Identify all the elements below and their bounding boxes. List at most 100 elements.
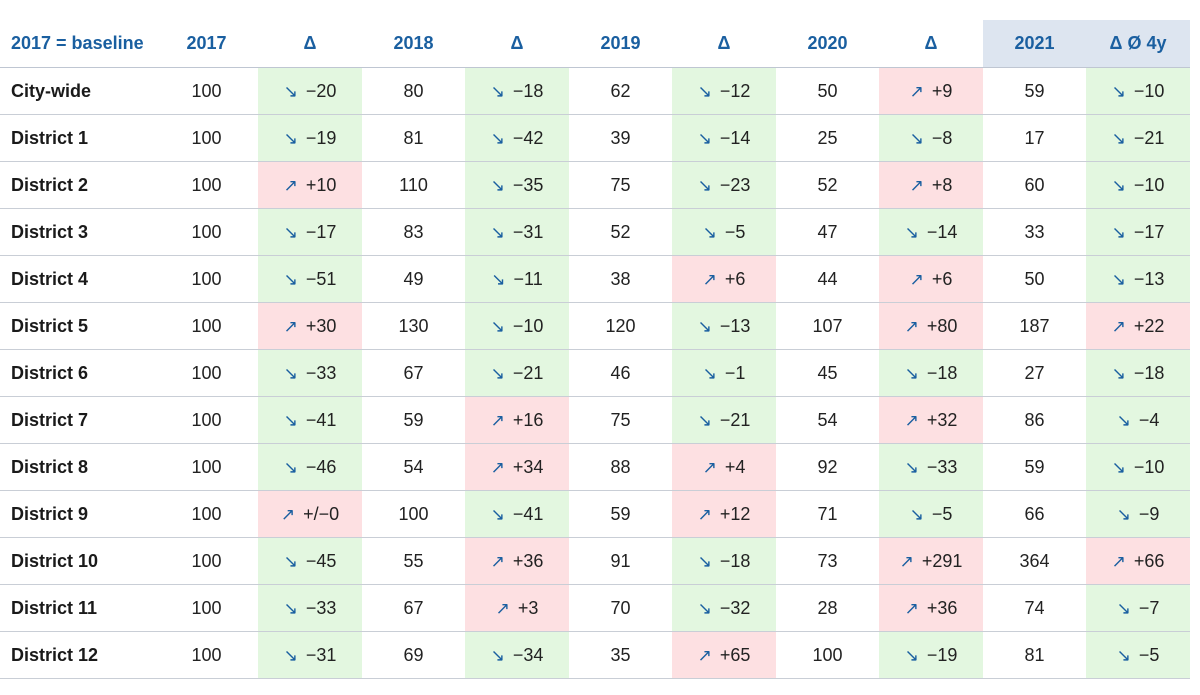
arrow-up-right-icon: ↗	[904, 316, 919, 336]
header-delta-2020: Δ	[672, 20, 776, 68]
arrow-down-right-icon: ↘	[909, 128, 924, 148]
arrow-down-right-icon: ↘	[697, 175, 712, 195]
delta-value: +6	[931, 268, 953, 289]
delta-cell: ↘ −41	[465, 490, 569, 538]
index-value: 33	[983, 208, 1086, 256]
index-value: 47	[776, 208, 879, 256]
index-value: 75	[569, 161, 672, 209]
arrow-down-right-icon: ↘	[283, 457, 298, 477]
header-2018: 2018	[362, 20, 465, 68]
delta-value: −20	[305, 80, 337, 101]
header-delta-2018: Δ	[258, 20, 362, 68]
delta-cell: ↗ +65	[672, 631, 776, 679]
table-body: City-wide 100 ↘ −20 80 ↘ −18 62 ↘ −12 50 ↗ +9 59 ↘ −10 D…	[0, 67, 1190, 679]
delta-cell: ↘ −17	[258, 208, 362, 256]
arrow-down-right-icon: ↘	[697, 128, 712, 148]
delta-value: −17	[1133, 221, 1165, 242]
delta-value: −7	[1138, 597, 1160, 618]
delta-cell: ↘ −5	[672, 208, 776, 256]
delta-cell: ↘ −18	[672, 537, 776, 585]
delta-cell: ↘ −19	[879, 631, 983, 679]
delta-value: +3	[517, 597, 539, 618]
delta-value: −46	[305, 456, 337, 477]
index-value: 70	[569, 584, 672, 632]
arrow-down-right-icon: ↘	[909, 504, 924, 524]
delta-value: −41	[512, 503, 544, 524]
index-value: 107	[776, 302, 879, 350]
index-value: 110	[362, 161, 465, 209]
delta-value: +30	[305, 315, 337, 336]
delta-cell: ↘ −10	[1086, 443, 1190, 491]
delta-cell: ↘ −20	[258, 67, 362, 115]
delta-value: −21	[1133, 127, 1165, 148]
delta-value: +65	[719, 644, 751, 665]
delta-value: −31	[305, 644, 337, 665]
delta-cell: ↘ −11	[465, 255, 569, 303]
delta-value: −19	[926, 644, 958, 665]
delta-value: +/−0	[303, 503, 340, 524]
delta-cell: ↘ −19	[258, 114, 362, 162]
delta-cell: ↘ −32	[672, 584, 776, 632]
delta-value: −10	[512, 315, 544, 336]
arrow-up-right-icon: ↗	[283, 175, 298, 195]
arrow-up-right-icon: ↗	[495, 598, 510, 618]
arrow-down-right-icon: ↘	[283, 598, 298, 618]
arrow-up-right-icon: ↗	[490, 457, 505, 477]
arrow-up-right-icon: ↗	[909, 269, 924, 289]
delta-value: −4	[1138, 409, 1160, 430]
delta-value: −5	[724, 221, 746, 242]
index-value: 100	[155, 490, 258, 538]
index-value: 50	[776, 67, 879, 115]
delta-value: −10	[1133, 80, 1165, 101]
delta-value: −33	[926, 456, 958, 477]
delta-value: +6	[724, 268, 746, 289]
row-label: District 4	[0, 255, 155, 303]
delta-cell: ↘ −8	[879, 114, 983, 162]
delta-value: −9	[1138, 503, 1160, 524]
arrow-down-right-icon: ↘	[283, 81, 298, 101]
delta-value: −21	[512, 362, 544, 383]
row-label: District 11	[0, 584, 155, 632]
delta-cell: ↘ −41	[258, 396, 362, 444]
delta-cell: ↘ −10	[1086, 161, 1190, 209]
header-2019: 2019	[569, 20, 672, 68]
delta-cell: ↘ −33	[879, 443, 983, 491]
delta-value: −18	[1133, 362, 1165, 383]
delta-cell: ↘ −18	[879, 349, 983, 397]
row-label: District 6	[0, 349, 155, 397]
index-value: 59	[362, 396, 465, 444]
index-value: 88	[569, 443, 672, 491]
delta-cell: ↘ −13	[1086, 255, 1190, 303]
index-value: 364	[983, 537, 1086, 585]
delta-value: −11	[513, 268, 543, 289]
index-table: 2017 = baseline 2017 Δ 2018 Δ 2019 Δ 202…	[0, 20, 1190, 679]
delta-value: −5	[1138, 644, 1160, 665]
delta-cell: ↘ −31	[258, 631, 362, 679]
arrow-down-right-icon: ↘	[283, 269, 298, 289]
row-label: District 10	[0, 537, 155, 585]
delta-cell: ↗ +3	[465, 584, 569, 632]
delta-cell: ↘ −46	[258, 443, 362, 491]
arrow-down-right-icon: ↘	[283, 128, 298, 148]
header-delta-avg-4y: Δ Ø 4y	[1086, 20, 1190, 68]
arrow-up-right-icon: ↗	[904, 598, 919, 618]
index-value: 100	[155, 161, 258, 209]
table-row: District 3 100 ↘ −17 83 ↘ −31 52 ↘ −5 47 ↘ −14 33 ↘ −17	[0, 208, 1190, 256]
delta-value: −1	[724, 362, 746, 383]
arrow-up-right-icon: ↗	[490, 410, 505, 430]
row-label: City-wide	[0, 67, 155, 115]
row-label: District 2	[0, 161, 155, 209]
delta-cell: ↘ −13	[672, 302, 776, 350]
delta-cell: ↗ +9	[879, 67, 983, 115]
table-row: District 7 100 ↘ −41 59 ↗ +16 75 ↘ −21 54 ↗ +32 86 ↘ −4	[0, 396, 1190, 444]
delta-value: +10	[305, 174, 337, 195]
arrow-down-right-icon: ↘	[904, 222, 919, 242]
index-value: 83	[362, 208, 465, 256]
delta-cell: ↘ −18	[1086, 349, 1190, 397]
delta-cell: ↘ −18	[465, 67, 569, 115]
delta-cell: ↗ +10	[258, 161, 362, 209]
index-value: 100	[155, 255, 258, 303]
delta-cell: ↘ −45	[258, 537, 362, 585]
delta-cell: ↗ +12	[672, 490, 776, 538]
arrow-down-right-icon: ↘	[490, 175, 505, 195]
